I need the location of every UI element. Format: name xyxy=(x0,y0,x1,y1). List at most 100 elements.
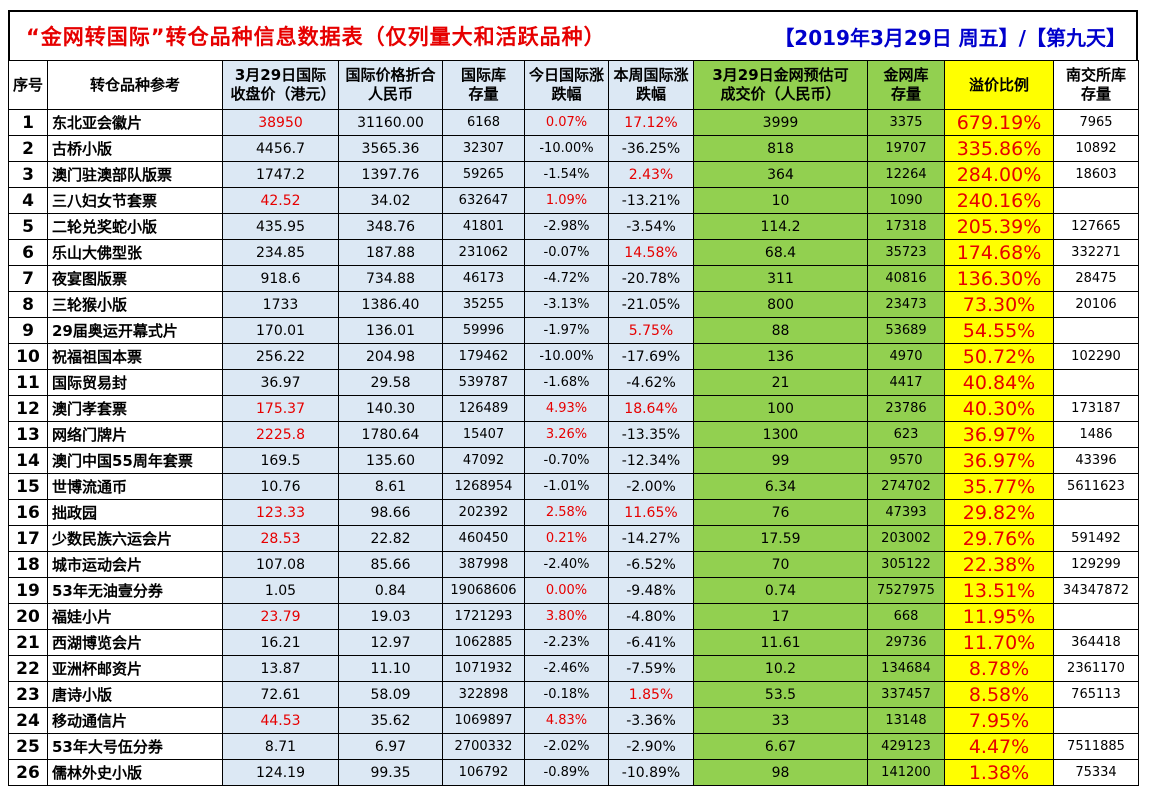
cell-close-hkd: 1.05 xyxy=(222,577,339,604)
cell-today-change: -1.68% xyxy=(524,369,609,396)
cell-jw-stock: 305122 xyxy=(867,551,945,578)
cell-nj-stock: 129299 xyxy=(1053,551,1139,578)
cell-intl-stock: 59265 xyxy=(442,161,525,188)
cell-rmb: 98.66 xyxy=(338,499,443,526)
data-table: 序号 转仓品种参考 3月29日国际收盘价（港元） 国际价格折合人民币 国际库存量… xyxy=(8,60,1139,786)
cell-jw-price: 98 xyxy=(693,759,868,786)
cell-week-change: 5.75% xyxy=(608,317,694,344)
sheet-title: “金网转国际”转仓品种信息数据表（仅列量大和活跃品种） xyxy=(26,25,606,49)
cell-today-change: -2.40% xyxy=(524,551,609,578)
table-row: 4 三八妇女节套票 42.52 34.02 632647 1.09% -13.21% 10 10… xyxy=(8,187,1139,214)
cell-today-change: 0.21% xyxy=(524,525,609,552)
cell-jw-price: 11.61 xyxy=(693,629,868,656)
cell-intl-stock: 231062 xyxy=(442,239,525,266)
cell-week-change: 17.12% xyxy=(608,109,694,136)
cell-nj-stock xyxy=(1053,187,1139,214)
cell-rmb: 6.97 xyxy=(338,733,443,760)
data-sheet: “金网转国际”转仓品种信息数据表（仅列量大和活跃品种） 【2019年3月29日 … xyxy=(8,10,1139,786)
cell-today-change: -2.46% xyxy=(524,655,609,682)
cell-nj-stock: 10892 xyxy=(1053,135,1139,162)
cell-jw-stock: 12264 xyxy=(867,161,945,188)
header-rmb: 国际价格折合人民币 xyxy=(338,60,443,110)
cell-intl-stock: 1062885 xyxy=(442,629,525,656)
cell-name: 拙政园 xyxy=(47,499,223,526)
cell-nj-stock: 20106 xyxy=(1053,291,1139,318)
cell-week-change: -3.36% xyxy=(608,707,694,734)
cell-name: 少数民族六运会片 xyxy=(47,525,223,552)
cell-today-change: -2.23% xyxy=(524,629,609,656)
cell-nj-stock: 332271 xyxy=(1053,239,1139,266)
cell-index: 19 xyxy=(8,577,48,604)
cell-close-hkd: 2225.8 xyxy=(222,421,339,448)
cell-intl-stock: 179462 xyxy=(442,343,525,370)
cell-close-hkd: 4456.7 xyxy=(222,135,339,162)
header-nj-stock: 南交所库存量 xyxy=(1053,60,1139,110)
cell-jw-price: 68.4 xyxy=(693,239,868,266)
cell-index: 20 xyxy=(8,603,48,630)
cell-intl-stock: 41801 xyxy=(442,213,525,240)
cell-rmb: 85.66 xyxy=(338,551,443,578)
cell-week-change: -10.89% xyxy=(608,759,694,786)
cell-index: 6 xyxy=(8,239,48,266)
cell-week-change: -36.25% xyxy=(608,135,694,162)
cell-jw-stock: 13148 xyxy=(867,707,945,734)
cell-week-change: -13.21% xyxy=(608,187,694,214)
table-row: 11 国际贸易封 36.97 29.58 539787 -1.68% -4.62% 21 441… xyxy=(8,369,1139,396)
table-row: 15 世博流通币 10.76 8.61 1268954 -1.01% -2.00% 6.34 2… xyxy=(8,473,1139,500)
cell-intl-stock: 32307 xyxy=(442,135,525,162)
cell-index: 2 xyxy=(8,135,48,162)
table-row: 1 东北亚会徽片 38950 31160.00 6168 0.07% 17.12% 3999 3… xyxy=(8,109,1139,136)
cell-index: 26 xyxy=(8,759,48,786)
cell-premium: 36.97% xyxy=(944,447,1054,474)
cell-week-change: -12.34% xyxy=(608,447,694,474)
table-row: 10 祝福祖国本票 256.22 204.98 179462 -10.00% -17.69%… xyxy=(8,343,1139,370)
header-intl-stock: 国际库存量 xyxy=(442,60,525,110)
cell-name: 亚洲杯邮资片 xyxy=(47,655,223,682)
cell-close-hkd: 1733 xyxy=(222,291,339,318)
cell-premium: 1.38% xyxy=(944,759,1054,786)
cell-close-hkd: 36.97 xyxy=(222,369,339,396)
cell-today-change: -0.18% xyxy=(524,681,609,708)
cell-week-change: 11.65% xyxy=(608,499,694,526)
cell-today-change: -0.07% xyxy=(524,239,609,266)
cell-name: 国际贸易封 xyxy=(47,369,223,396)
cell-today-change: -0.89% xyxy=(524,759,609,786)
cell-rmb: 22.82 xyxy=(338,525,443,552)
cell-week-change: -4.80% xyxy=(608,603,694,630)
cell-intl-stock: 387998 xyxy=(442,551,525,578)
cell-close-hkd: 10.76 xyxy=(222,473,339,500)
cell-week-change: -13.35% xyxy=(608,421,694,448)
cell-index: 17 xyxy=(8,525,48,552)
cell-rmb: 1780.64 xyxy=(338,421,443,448)
cell-close-hkd: 1747.2 xyxy=(222,161,339,188)
cell-jw-stock: 1090 xyxy=(867,187,945,214)
cell-intl-stock: 59996 xyxy=(442,317,525,344)
cell-close-hkd: 42.52 xyxy=(222,187,339,214)
cell-today-change: 2.58% xyxy=(524,499,609,526)
cell-week-change: -21.05% xyxy=(608,291,694,318)
cell-nj-stock: 28475 xyxy=(1053,265,1139,292)
cell-index: 21 xyxy=(8,629,48,656)
cell-week-change: 2.43% xyxy=(608,161,694,188)
header-jw-stock: 金网库存量 xyxy=(867,60,945,110)
header-idx: 序号 xyxy=(8,60,48,110)
cell-jw-stock: 23786 xyxy=(867,395,945,422)
cell-jw-price: 99 xyxy=(693,447,868,474)
cell-jw-stock: 337457 xyxy=(867,681,945,708)
cell-intl-stock: 47092 xyxy=(442,447,525,474)
cell-rmb: 734.88 xyxy=(338,265,443,292)
cell-premium: 284.00% xyxy=(944,161,1054,188)
cell-week-change: 1.85% xyxy=(608,681,694,708)
cell-intl-stock: 6168 xyxy=(442,109,525,136)
cell-jw-price: 364 xyxy=(693,161,868,188)
cell-name: 福娃小片 xyxy=(47,603,223,630)
cell-nj-stock: 7511885 xyxy=(1053,733,1139,760)
cell-week-change: -2.00% xyxy=(608,473,694,500)
header-row: 序号 转仓品种参考 3月29日国际收盘价（港元） 国际价格折合人民币 国际库存量… xyxy=(8,60,1139,110)
cell-today-change: 0.07% xyxy=(524,109,609,136)
table-row: 22 亚洲杯邮资片 13.87 11.10 1071932 -2.46% -7.59% 10.… xyxy=(8,655,1139,682)
cell-jw-price: 100 xyxy=(693,395,868,422)
cell-jw-price: 21 xyxy=(693,369,868,396)
cell-nj-stock: 765113 xyxy=(1053,681,1139,708)
cell-premium: 8.58% xyxy=(944,681,1054,708)
